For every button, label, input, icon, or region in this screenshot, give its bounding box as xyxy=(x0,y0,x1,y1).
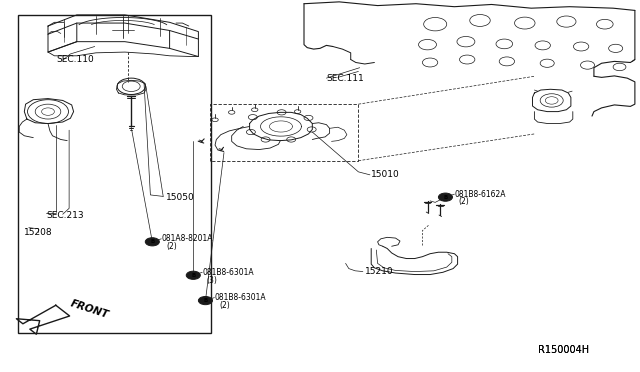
Text: 15208: 15208 xyxy=(24,228,53,237)
Bar xyxy=(18,15,211,333)
Text: (2): (2) xyxy=(166,242,177,251)
Circle shape xyxy=(198,296,212,305)
Text: R150004H: R150004H xyxy=(538,346,589,355)
Text: SEC.110: SEC.110 xyxy=(56,55,94,64)
Circle shape xyxy=(186,271,200,279)
Text: (2): (2) xyxy=(219,301,230,310)
Circle shape xyxy=(145,238,159,246)
Text: B: B xyxy=(204,298,207,303)
Text: 15210: 15210 xyxy=(365,267,394,276)
Text: (3): (3) xyxy=(206,276,217,285)
Text: B: B xyxy=(150,239,154,244)
Text: FRONT: FRONT xyxy=(69,299,110,320)
Text: R150004H: R150004H xyxy=(538,346,589,355)
Text: SEC.111: SEC.111 xyxy=(326,74,364,83)
Text: 15050: 15050 xyxy=(166,193,195,202)
Text: 081B8-6301A: 081B8-6301A xyxy=(214,293,266,302)
Text: 081A8-8201A: 081A8-8201A xyxy=(162,234,213,243)
Text: SEC.213: SEC.213 xyxy=(46,211,84,220)
Text: B: B xyxy=(191,273,195,278)
Text: 081B8-6301A: 081B8-6301A xyxy=(202,268,254,277)
Text: (2): (2) xyxy=(458,198,469,206)
Circle shape xyxy=(438,193,452,201)
Text: 15010: 15010 xyxy=(371,170,400,179)
Text: B: B xyxy=(444,195,447,200)
Text: 081B8-6162A: 081B8-6162A xyxy=(454,190,506,199)
